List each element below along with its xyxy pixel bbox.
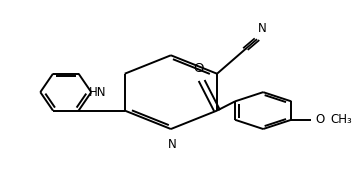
Text: CH₃: CH₃ bbox=[330, 113, 352, 126]
Text: N: N bbox=[258, 22, 267, 35]
Text: O: O bbox=[315, 113, 325, 126]
Text: N: N bbox=[168, 138, 177, 151]
Text: O: O bbox=[194, 62, 204, 75]
Text: HN: HN bbox=[88, 86, 106, 99]
